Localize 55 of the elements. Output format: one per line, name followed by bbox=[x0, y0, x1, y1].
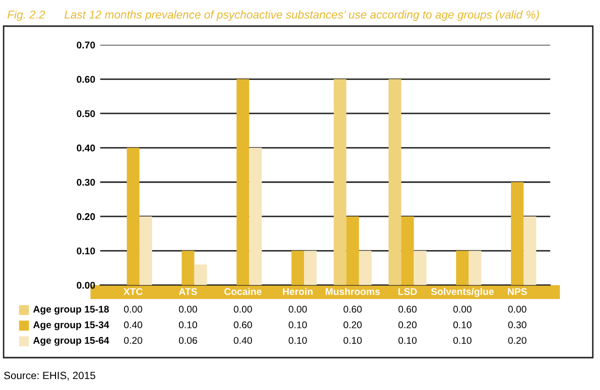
y-tick-label: 0.40 bbox=[76, 144, 95, 152]
bar bbox=[249, 148, 262, 286]
legend-label: Age group 15-34 bbox=[33, 321, 110, 330]
data-label: 0.00 bbox=[453, 306, 472, 313]
data-label: 0.00 bbox=[508, 306, 526, 313]
data-label: 0.20 bbox=[344, 321, 362, 328]
data-label: 0.40 bbox=[124, 321, 142, 328]
data-label: 0.00 bbox=[234, 306, 252, 313]
chart-title: Fig. 2.2 Last 12 months prevalence of psychoactive substances’ use according to age groups (valid %) bbox=[8, 10, 539, 21]
bar bbox=[414, 250, 426, 286]
y-tick-label: 0.20 bbox=[76, 213, 95, 220]
data-label: 0.00 bbox=[288, 306, 307, 313]
data-label: 0.60 bbox=[234, 321, 252, 328]
x-tick-label: Solvents/glue bbox=[431, 288, 494, 297]
data-label: 0.20 bbox=[398, 321, 417, 328]
bar bbox=[388, 79, 402, 286]
data-label: 0.10 bbox=[453, 321, 472, 328]
bar bbox=[194, 264, 207, 286]
data-label: 0.20 bbox=[124, 336, 142, 344]
x-tick-label: XTC bbox=[123, 288, 143, 296]
y-tick-label: 0.00 bbox=[76, 282, 95, 289]
data-label: 0.60 bbox=[344, 306, 362, 313]
data-label: 0.00 bbox=[124, 306, 142, 313]
bar bbox=[334, 79, 346, 286]
y-tick-label: 0.10 bbox=[76, 248, 95, 254]
data-label: 0.10 bbox=[178, 321, 198, 328]
data-label: 0.10 bbox=[288, 321, 307, 328]
y-tick-label: 0.70 bbox=[76, 42, 95, 48]
data-label: 0.10 bbox=[288, 336, 307, 344]
x-tick-label: Heroin bbox=[283, 288, 313, 296]
x-tick-label: ATS bbox=[178, 288, 197, 296]
data-label: 0.20 bbox=[508, 336, 526, 344]
y-tick-label: 0.50 bbox=[76, 110, 95, 118]
data-label: 0.10 bbox=[453, 336, 472, 344]
source-note: Source: EHIS, 2015 bbox=[4, 372, 96, 380]
data-label: 0.00 bbox=[178, 306, 198, 313]
data-label: 0.40 bbox=[234, 336, 252, 344]
x-tick-label: Cocaine bbox=[224, 288, 262, 296]
data-label: 0.10 bbox=[344, 336, 362, 344]
data-label: 0.06 bbox=[178, 336, 198, 344]
data-label: 0.60 bbox=[398, 306, 417, 313]
bar bbox=[524, 216, 536, 286]
legend-label: Age group 15-64 bbox=[33, 336, 110, 346]
x-tick-label: NPS bbox=[508, 288, 527, 296]
y-tick-label: 0.30 bbox=[76, 178, 95, 186]
bar bbox=[139, 216, 152, 286]
data-label: 0.30 bbox=[508, 321, 526, 328]
bar bbox=[358, 250, 372, 286]
y-tick-label: 0.60 bbox=[76, 76, 95, 83]
x-tick-label: LSD bbox=[398, 288, 417, 296]
data-label: 0.10 bbox=[398, 336, 417, 344]
bar bbox=[304, 250, 317, 286]
bar bbox=[468, 250, 482, 286]
legend-label: Age group 15-18 bbox=[33, 306, 109, 315]
x-tick-label: Mushrooms bbox=[326, 288, 380, 296]
